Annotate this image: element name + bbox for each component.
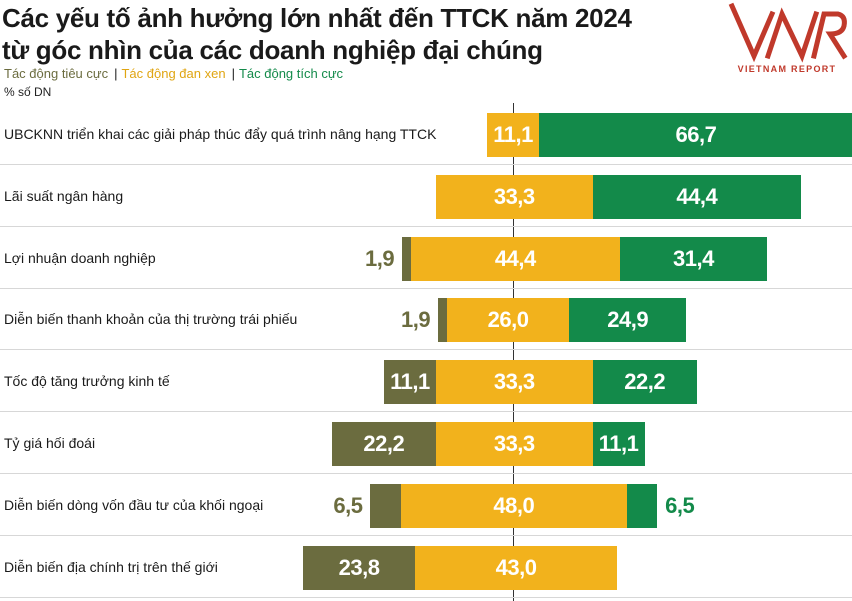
data-label-mixed: 11,1 xyxy=(493,122,533,147)
legend-separator: | xyxy=(114,66,118,81)
category-label: Diễn biến dòng vốn đầu tư của khối ngoại xyxy=(4,496,264,513)
bar-negative: 22,2 xyxy=(331,422,436,466)
bar-mixed: 43,0 xyxy=(415,545,618,590)
bar-mixed: 26,0 xyxy=(447,298,570,343)
data-label-negative: 1,9 xyxy=(364,245,395,271)
vnr-logo xyxy=(728,2,848,63)
data-label-negative: 11,1 xyxy=(390,369,430,395)
bar-negative: 23,8 xyxy=(303,545,415,590)
logo-subtitle: VIETNAM REPORT xyxy=(737,64,837,74)
unit-label: % số DN xyxy=(4,85,52,99)
data-label-mixed: 33,3 xyxy=(493,369,535,395)
category-label: Diễn biến thanh khoản của thị trường trá… xyxy=(4,311,298,328)
data-label-positive: 22,2 xyxy=(624,369,666,395)
chart-row: Tỷ giá hối đoái 33,3 22,2 11,1 xyxy=(0,412,852,474)
data-label-mixed: 33,3 xyxy=(493,183,535,209)
category-label: Tỷ giá hối đoái xyxy=(4,435,96,451)
bar-mixed: 11,1 xyxy=(487,113,540,157)
row-divider xyxy=(0,349,852,351)
bar-mixed: 33,3 xyxy=(436,360,593,405)
bar-mixed: 33,3 xyxy=(436,422,593,466)
bar-positive: 22,2 xyxy=(592,360,697,405)
bar-negative xyxy=(402,236,411,281)
data-label-mixed: 48,0 xyxy=(493,492,535,518)
chart-row: Lãi suất ngân hàng 33,3 44,4 xyxy=(0,165,852,227)
bar-positive: 11,1 xyxy=(592,422,645,466)
bar-positive xyxy=(626,483,658,528)
legend-item-positive: Tác động tích cực xyxy=(238,66,344,81)
data-label-mixed: 43,0 xyxy=(495,554,537,580)
data-label-mixed: 44,4 xyxy=(494,245,536,271)
category-label: Tốc độ tăng trưởng kinh tế xyxy=(4,373,170,390)
data-label-positive: 24,9 xyxy=(607,307,649,333)
bar-mixed: 44,4 xyxy=(411,236,620,281)
row-divider xyxy=(0,225,852,227)
legend-separator: | xyxy=(231,66,235,81)
bar-mixed: 48,0 xyxy=(401,483,627,528)
data-label-mixed: 26,0 xyxy=(487,307,529,333)
category-label: Lợi nhuận doanh nghiệp xyxy=(4,249,156,266)
row-divider xyxy=(0,164,852,165)
data-label-negative: 23,8 xyxy=(338,554,380,580)
bar-positive: 66,7 xyxy=(539,113,852,157)
row-divider xyxy=(0,596,852,598)
bar-negative xyxy=(438,298,447,343)
data-label-positive: 44,4 xyxy=(676,183,718,209)
category-label: Diễn biến địa chính trị trên thế giới xyxy=(4,558,218,575)
legend-item-mixed: Tác động đan xen xyxy=(121,66,226,81)
chart-row: Diễn biến thanh khoản của thị trường trá… xyxy=(0,288,852,351)
row-divider xyxy=(0,473,852,474)
data-label-positive: 31,4 xyxy=(673,245,714,271)
category-label: Lãi suất ngân hàng xyxy=(4,187,124,204)
chart-row: UBCKNN triển khai các giải pháp thúc đẩy… xyxy=(0,103,852,165)
row-divider xyxy=(0,534,852,536)
row-divider xyxy=(0,411,852,413)
data-label-negative: 1,9 xyxy=(400,307,431,333)
legend: Tác động tiêu cực | Tác động đan xen | Tác đ… xyxy=(4,66,345,81)
bar-mixed: 33,3 xyxy=(436,174,593,219)
chart-row: Lợi nhuận doanh nghiệp 44,4 1,9 31,4 xyxy=(0,227,852,289)
category-label: UBCKNN triển khai các giải pháp thúc đẩy… xyxy=(4,126,437,142)
bar-positive: 44,4 xyxy=(592,174,802,219)
data-label-positive: 66,7 xyxy=(675,122,717,147)
data-label-mixed: 33,3 xyxy=(493,431,535,456)
title-line-1: Các yếu tố ảnh hưởng lớn nhất đến TTCK n… xyxy=(2,3,632,33)
bar-positive: 24,9 xyxy=(569,298,687,343)
data-label-negative: 6,5 xyxy=(333,492,363,518)
data-label-positive: 11,1 xyxy=(598,431,639,456)
bar-negative xyxy=(370,483,401,528)
legend-item-negative: Tác động tiêu cực xyxy=(4,66,109,81)
chart-row: Tốc độ tăng trưởng kinh tế 33,3 11,1 22,2 xyxy=(0,350,852,413)
chart-row: Diễn biến dòng vốn đầu tư của khối ngoại… xyxy=(0,474,852,536)
chart-title: Các yếu tố ảnh hưởng lớn nhất đến TTCK n… xyxy=(2,2,702,66)
row-divider xyxy=(0,287,852,289)
title-line-2: từ góc nhìn của các doanh nghiệp đại chú… xyxy=(2,35,543,65)
bar-positive: 31,4 xyxy=(619,236,768,281)
data-label-negative: 22,2 xyxy=(363,431,405,456)
bar-negative: 11,1 xyxy=(383,360,436,405)
data-label-positive: 6,5 xyxy=(665,492,695,518)
chart-row: Diễn biến địa chính trị trên thế giới 43,… xyxy=(0,536,852,598)
zero-axis xyxy=(513,103,514,601)
